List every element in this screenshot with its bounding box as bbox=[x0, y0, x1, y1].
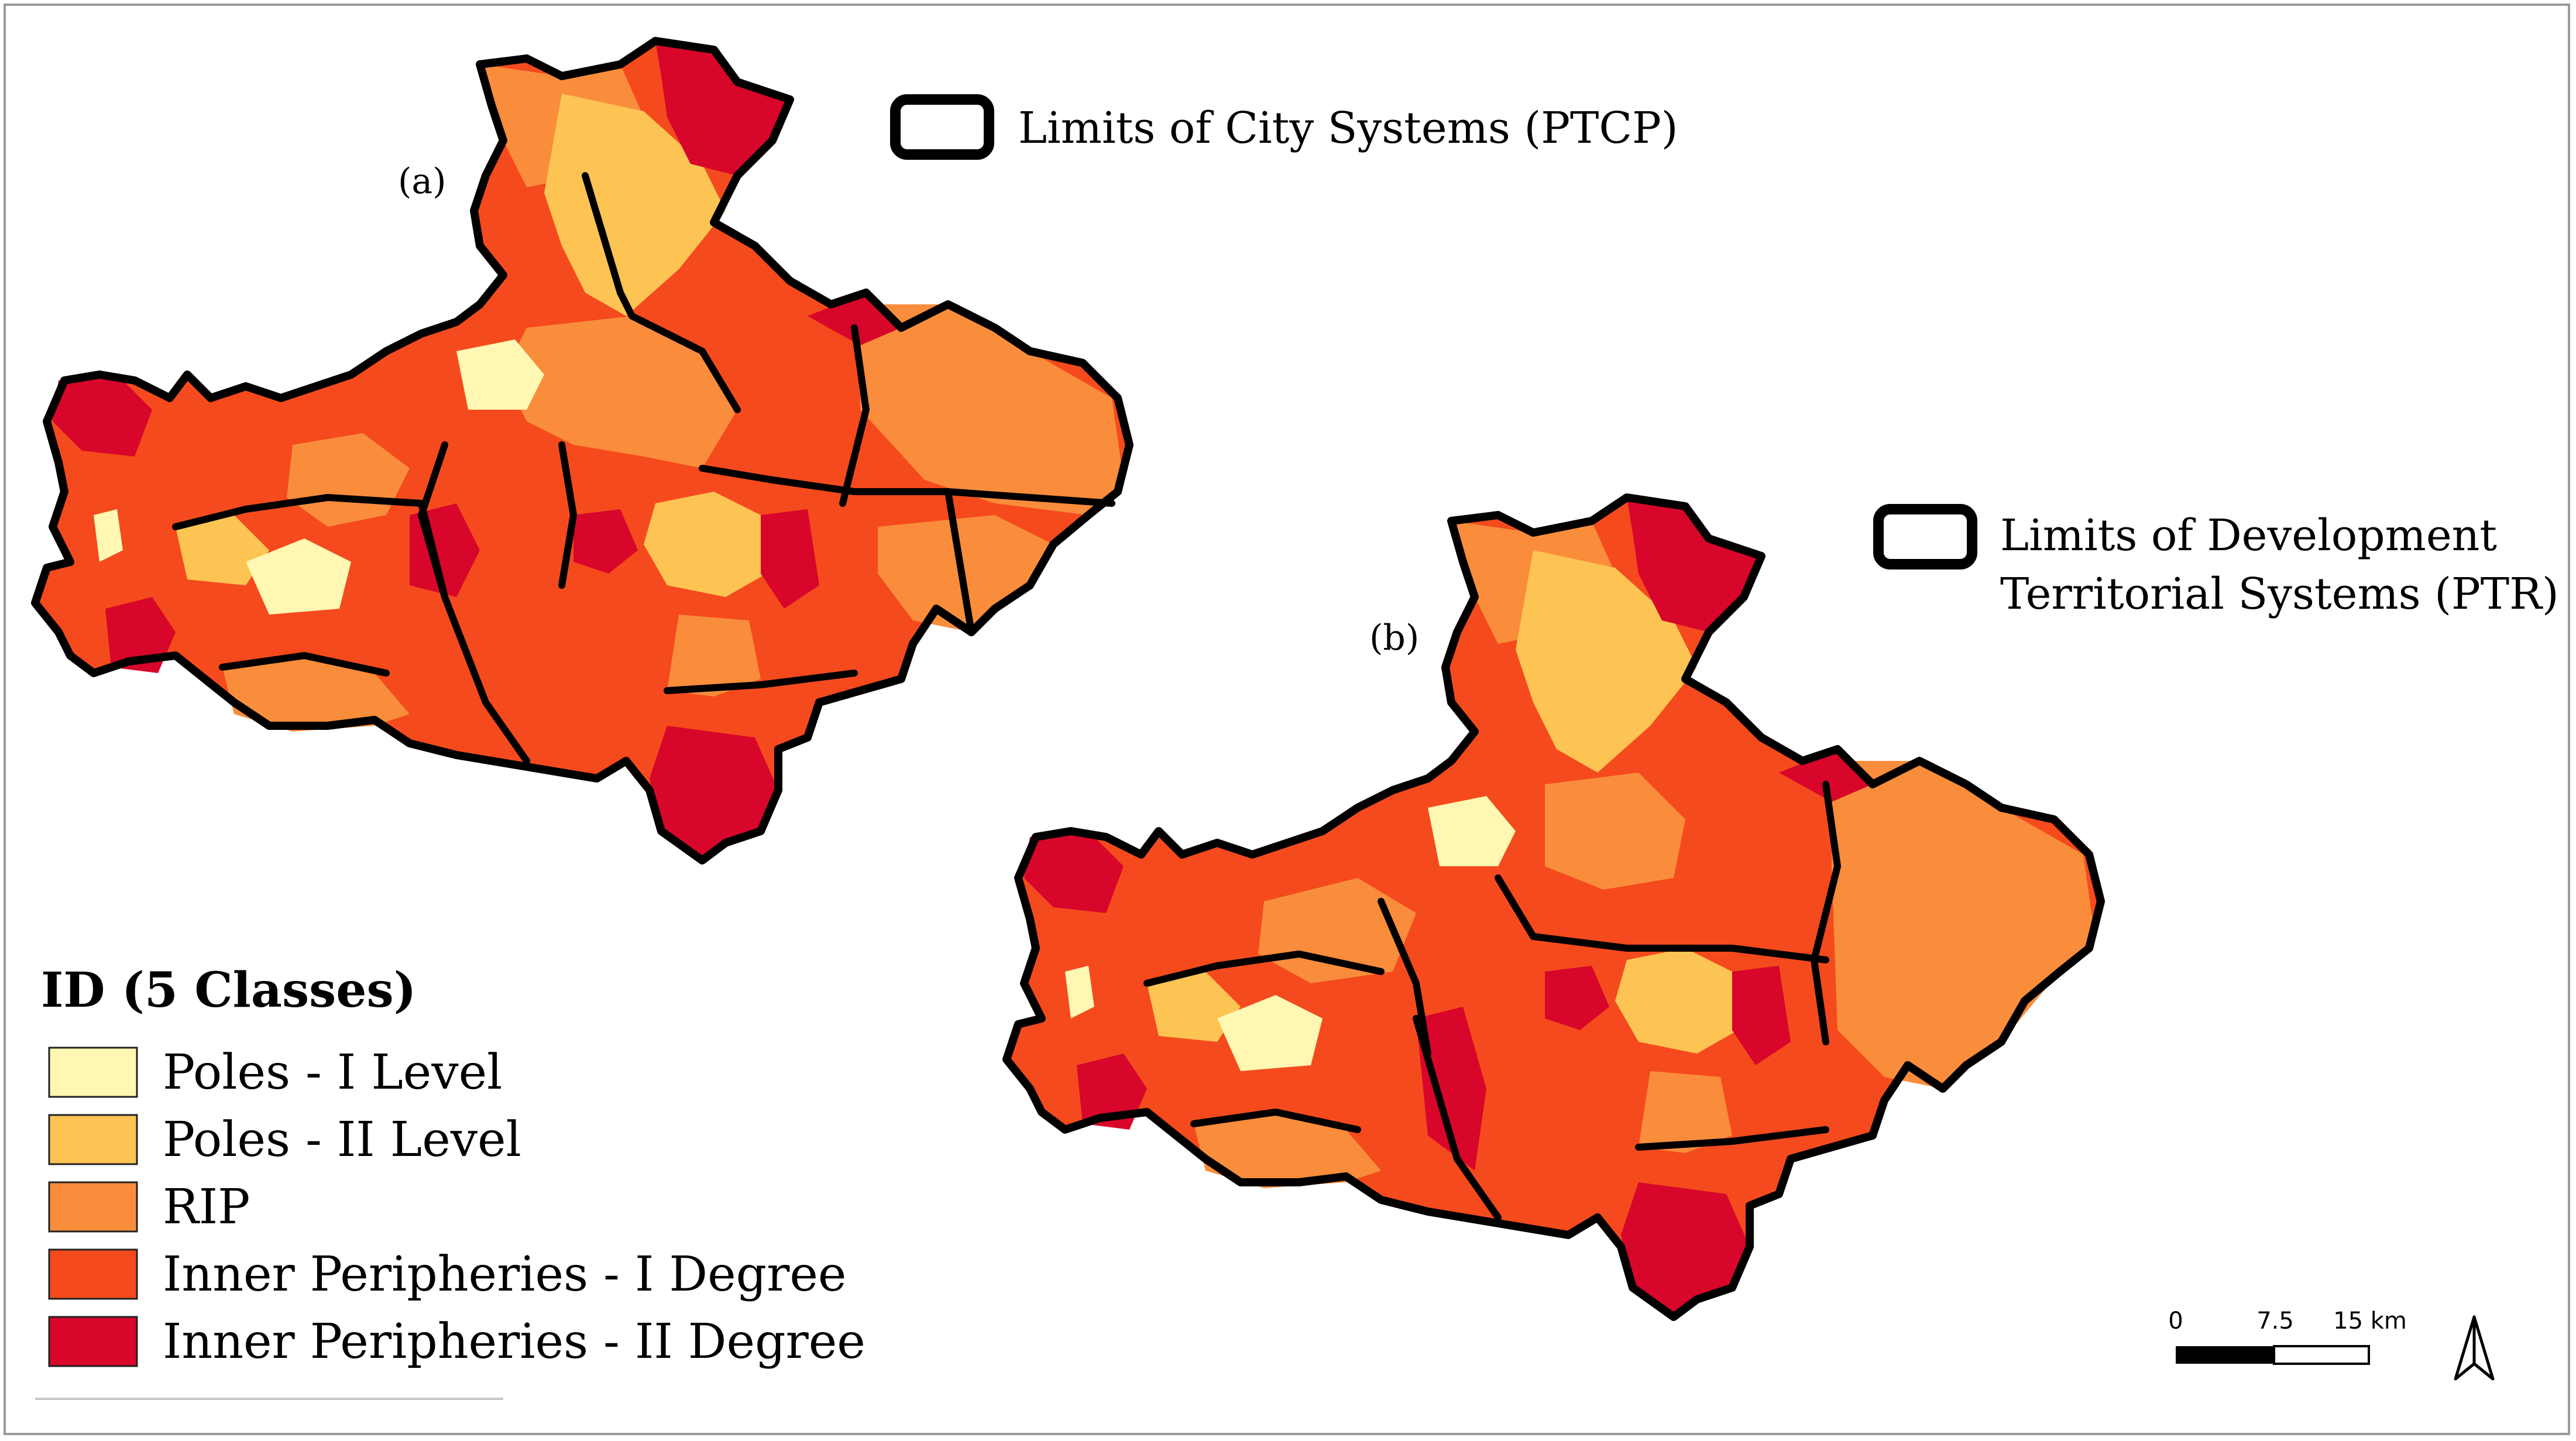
north-arrow-left bbox=[2472, 1315, 2495, 1381]
scale-tick-0: 0 bbox=[2168, 1308, 2183, 1334]
region-poles-i bbox=[1428, 796, 1516, 866]
region-poles-ii bbox=[176, 515, 269, 585]
region-inner-ii bbox=[655, 41, 790, 176]
region-poles-i bbox=[246, 538, 351, 615]
legend-swatch-rip bbox=[48, 1181, 138, 1233]
region-rip bbox=[222, 656, 410, 732]
region-rip bbox=[1194, 1112, 1381, 1188]
limit-b-swatch bbox=[1873, 504, 1977, 569]
legend-title: ID (5 Classes) bbox=[41, 962, 416, 1018]
scale-segment-dark bbox=[2176, 1346, 2274, 1364]
region-rip bbox=[503, 316, 737, 468]
region-poles-i bbox=[94, 509, 123, 562]
region-inner-ii bbox=[1416, 1007, 1486, 1171]
region-poles-ii bbox=[644, 492, 767, 597]
region-rip bbox=[860, 304, 1124, 515]
region-rip bbox=[1639, 1071, 1732, 1153]
north-arrow-icon bbox=[2454, 1315, 2495, 1381]
region-inner-ii bbox=[1732, 966, 1791, 1065]
legend-swatch-inner-peripheries-i bbox=[48, 1248, 138, 1300]
limit-b-legend: Limits of Development Territorial System… bbox=[1873, 504, 2559, 619]
region-rip bbox=[1832, 761, 2095, 1089]
region-inner-ii bbox=[761, 509, 819, 609]
limit-b-label-line1: Limits of Development bbox=[2000, 510, 2497, 561]
north-arrow-right bbox=[2454, 1315, 2476, 1381]
region-inner-ii bbox=[1627, 498, 1761, 632]
legend-label-poles-ii-level: Poles - II Level bbox=[163, 1112, 521, 1168]
map-panel-b: (b) bbox=[1007, 498, 2101, 1317]
region-inner-ii bbox=[650, 726, 778, 860]
scale-bar: 0 7.5 15 km bbox=[2168, 1308, 2407, 1365]
region-poles-ii bbox=[1615, 948, 1738, 1054]
map-frame bbox=[4, 4, 2570, 1435]
region-inner-ii bbox=[1024, 831, 1124, 913]
legend-swatch-poles-i-level bbox=[48, 1047, 138, 1098]
region-poles-ii bbox=[1516, 550, 1697, 773]
map-a-system-limits bbox=[172, 172, 1115, 764]
region-rip bbox=[667, 615, 761, 697]
legend-label-rip: RIP bbox=[163, 1179, 250, 1235]
region-poles-ii bbox=[1147, 972, 1241, 1042]
panel-b-label: (b) bbox=[1369, 617, 1419, 658]
limit-a-swatch bbox=[890, 94, 994, 160]
region-rip bbox=[1545, 773, 1685, 890]
map-b-system-limits bbox=[1143, 781, 1841, 1221]
legend-label-inner-peripheries-ii: Inner Peripheries - II Degree bbox=[163, 1314, 865, 1370]
limit-b-label-line2: Territorial Systems (PTR) bbox=[2000, 569, 2559, 619]
panel-a-label: (a) bbox=[398, 161, 446, 202]
legend-swatch-inner-peripheries-ii bbox=[48, 1316, 138, 1367]
region-inner-ii bbox=[53, 375, 152, 457]
region-inner-ii bbox=[1621, 1182, 1750, 1317]
region-poles-i bbox=[1065, 966, 1094, 1018]
legend-label-inner-peripheries-i: Inner Peripheries - I Degree bbox=[163, 1247, 846, 1302]
scale-tick-1: 7.5 bbox=[2256, 1308, 2294, 1334]
class-legend: ID (5 Classes) Poles - I Level Poles - II… bbox=[35, 962, 865, 1400]
region-poles-i bbox=[456, 339, 544, 410]
limit-a-legend: Limits of City Systems (PTCP) bbox=[890, 94, 1678, 160]
scale-tick-2: 15 km bbox=[2333, 1308, 2407, 1334]
region-inner-ii bbox=[1545, 966, 1609, 1030]
region-poles-ii bbox=[544, 94, 726, 316]
region-rip bbox=[878, 515, 1053, 632]
scale-segment-light bbox=[2273, 1345, 2370, 1365]
region-poles-i bbox=[1217, 995, 1323, 1071]
legend-label-poles-i-level: Poles - I Level bbox=[163, 1045, 502, 1100]
limit-a-label: Limits of City Systems (PTCP) bbox=[1018, 103, 1678, 153]
map-panel-a: (a) bbox=[35, 41, 1129, 860]
region-inner-ii bbox=[573, 509, 638, 574]
legend-swatch-poles-ii-level bbox=[48, 1114, 138, 1165]
